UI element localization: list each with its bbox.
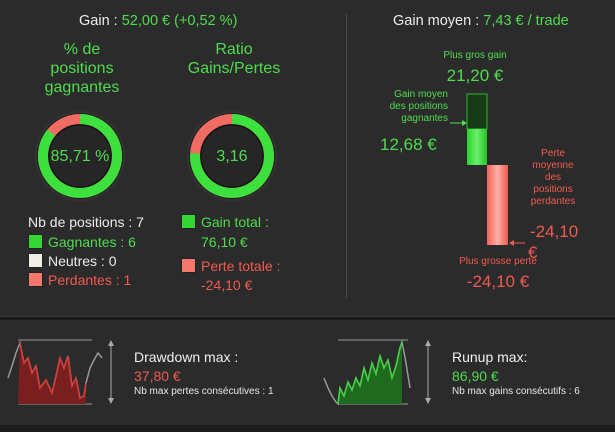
arrow-head-icon: [509, 240, 514, 246]
avg-win-value: 12,68 €: [380, 135, 437, 154]
avg-loss-label-line: perdantes: [530, 196, 576, 207]
drawdown-highlight: [19, 342, 87, 400]
winning-ring-value: 85,71 %: [50, 148, 110, 165]
ring-center: [200, 124, 264, 188]
drawdown-chart: [7, 339, 114, 405]
gain-loss-bars: [450, 93, 525, 246]
legend-losing: Perdantes : 1: [28, 272, 131, 288]
winning-ring-chart: [35, 111, 125, 201]
avg-loss-currency: €: [528, 243, 538, 262]
legend-neutral-label: Neutres : 0: [48, 253, 117, 269]
avg-loss-label-line: des: [544, 172, 562, 183]
avg-loss-label-line: Perte: [541, 148, 565, 159]
avg-win-label-line: des positions: [389, 101, 448, 112]
positions-count: Nb de positions : 7: [28, 214, 144, 230]
avg-win-label: Gain moyen des positions gagnantes: [378, 89, 448, 125]
loss-total-value: -24,10 €: [201, 277, 253, 293]
avg-loss-label: Perte moyenne des positions perdantes: [523, 148, 583, 208]
ratio-ring-value: 3,16: [216, 148, 248, 165]
winning-title-line: % de: [63, 41, 101, 58]
max-loss-label: Plus grosse perte: [459, 256, 537, 267]
arrow-head-icon: [462, 120, 467, 126]
white-swatch-icon: [28, 253, 43, 268]
winning-ring-title: % de positions gagnantes: [32, 40, 132, 97]
drawdown-runup-panel: [0, 320, 615, 432]
max-gain-label: Plus gros gain: [443, 50, 507, 61]
avg-loss-bar: [487, 165, 508, 245]
gain-summary: Gain : 52,00 € (+0,52 %): [79, 13, 237, 29]
runup-title: Runup max:: [452, 349, 528, 365]
runup-highlight: [337, 341, 403, 405]
gain-total-value: 76,10 €: [201, 234, 248, 250]
ring-center: [48, 124, 112, 188]
ratio-ring-chart: [187, 111, 277, 201]
red-swatch-icon: [181, 258, 196, 273]
legend-neutral: Neutres : 0: [28, 253, 116, 269]
max-loss-value: -24,10 €: [466, 272, 530, 291]
avg-gain-value: 7,43 € / trade: [483, 13, 569, 29]
drawdown-title: Drawdown max :: [134, 349, 239, 365]
ring-win-arc: [38, 114, 122, 198]
loss-total: Perte totale :: [181, 258, 280, 274]
avg-win-bar: [467, 129, 487, 165]
runup-note: Nb max gains consécutifs : 6: [452, 386, 580, 397]
avg-gain-label: Gain moyen :: [393, 13, 480, 29]
green-swatch-icon: [28, 234, 43, 249]
green-swatch-icon: [181, 214, 196, 229]
arrow-up-icon: [108, 340, 114, 346]
gain-value: 52,00 € (+0,52 %): [121, 13, 238, 29]
gain-total-label: Gain total :: [201, 214, 269, 230]
bottom-strip: [0, 425, 615, 432]
ratio-ring-title: Ratio Gains/Pertes: [174, 40, 294, 78]
avg-win-label-line: gagnantes: [401, 113, 448, 124]
legend-losing-label: Perdantes : 1: [48, 272, 132, 288]
drawdown-note: Nb max pertes consécutives : 1: [134, 386, 274, 397]
winning-title-line: gagnantes: [44, 79, 120, 96]
runup-chart: [323, 339, 431, 406]
legend-winning-label: Gagnantes : 6: [48, 234, 136, 250]
panel-divider: [346, 14, 347, 298]
loss-total-label: Perte totale :: [201, 258, 281, 274]
max-gain-value: 21,20 €: [446, 66, 504, 85]
avg-gain-summary: Gain moyen : 7,43 € / trade: [393, 13, 569, 29]
avg-win-label-line: Gain moyen: [394, 89, 448, 100]
arrow-up-icon: [425, 340, 431, 346]
drawdown-value: 37,80 €: [134, 368, 181, 384]
avg-loss-value: -24,10: [530, 222, 579, 241]
ratio-title-line: Ratio: [215, 41, 253, 58]
avg-loss-label-line: moyenne: [532, 160, 574, 171]
drawdown-area: [18, 343, 86, 404]
avg-loss-label-line: positions: [533, 184, 573, 195]
gain-label: Gain :: [79, 13, 118, 29]
arrow-down-icon: [425, 398, 431, 404]
ring-win-arc: [190, 114, 274, 198]
ratio-title-line: Gains/Pertes: [187, 60, 281, 77]
section-separator: [0, 316, 615, 321]
gain-total: Gain total :: [181, 214, 269, 230]
winning-title-line: positions: [50, 60, 114, 77]
arrow-down-icon: [108, 398, 114, 404]
red-swatch-icon: [28, 272, 43, 287]
runup-value: 86,90 €: [452, 368, 499, 384]
max-gain-bar: [466, 93, 488, 130]
legend-winning: Gagnantes : 6: [28, 234, 136, 250]
